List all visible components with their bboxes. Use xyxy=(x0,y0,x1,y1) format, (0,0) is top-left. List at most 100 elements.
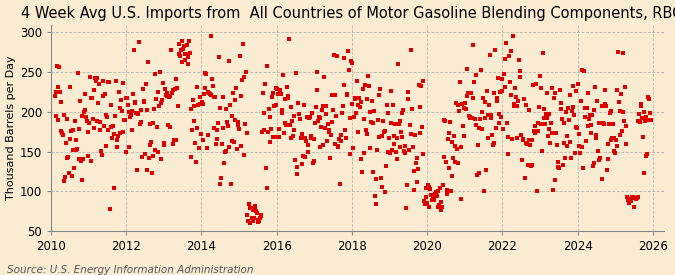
Point xyxy=(525,164,536,168)
Point xyxy=(546,130,557,135)
Point xyxy=(54,65,65,69)
Point xyxy=(463,91,474,96)
Point xyxy=(398,148,409,153)
Point xyxy=(246,205,256,210)
Point xyxy=(357,170,368,175)
Point xyxy=(605,111,616,115)
Point xyxy=(636,104,647,109)
Point xyxy=(329,53,340,57)
Point xyxy=(626,199,637,203)
Point xyxy=(227,138,238,143)
Point xyxy=(379,130,389,134)
Point xyxy=(609,136,620,141)
Point xyxy=(288,133,298,138)
Point xyxy=(429,198,439,202)
Point xyxy=(313,119,323,123)
Point xyxy=(301,139,312,143)
Point xyxy=(56,100,67,104)
Point xyxy=(643,95,653,100)
Point xyxy=(506,93,517,98)
Point xyxy=(180,52,191,57)
Point xyxy=(344,116,355,120)
Text: Source: U.S. Energy Information Administration: Source: U.S. Energy Information Administ… xyxy=(7,265,253,275)
Point xyxy=(398,108,408,112)
Point xyxy=(391,136,402,141)
Point xyxy=(532,121,543,126)
Point xyxy=(549,95,560,100)
Point xyxy=(277,108,288,112)
Point xyxy=(159,143,170,147)
Point xyxy=(643,118,654,123)
Point xyxy=(207,77,217,81)
Point xyxy=(329,142,340,146)
Point xyxy=(486,112,497,117)
Point xyxy=(418,199,429,204)
Point xyxy=(464,114,475,118)
Point xyxy=(300,155,311,160)
Point xyxy=(373,117,383,122)
Point xyxy=(205,34,216,39)
Point xyxy=(371,202,382,206)
Point xyxy=(389,122,400,126)
Point xyxy=(528,82,539,87)
Point xyxy=(495,90,506,94)
Point xyxy=(127,109,138,113)
Point xyxy=(543,112,554,116)
Point xyxy=(315,145,325,149)
Point xyxy=(516,158,527,162)
Point xyxy=(551,131,562,135)
Point xyxy=(396,130,406,134)
Point xyxy=(238,75,249,79)
Point xyxy=(286,136,297,141)
Point xyxy=(367,99,377,103)
Point xyxy=(162,91,173,96)
Point xyxy=(500,57,510,61)
Point xyxy=(450,160,460,164)
Point xyxy=(368,120,379,125)
Point xyxy=(552,165,563,169)
Point xyxy=(88,126,99,130)
Point xyxy=(201,72,212,76)
Point xyxy=(405,131,416,136)
Point xyxy=(404,123,415,128)
Point xyxy=(133,111,144,115)
Point xyxy=(466,90,477,95)
Point xyxy=(623,197,634,201)
Point xyxy=(295,117,306,121)
Point xyxy=(138,99,149,104)
Point xyxy=(403,90,414,94)
Point xyxy=(118,130,129,134)
Point xyxy=(338,56,349,60)
Point xyxy=(316,125,327,129)
Point xyxy=(538,107,549,111)
Point xyxy=(392,156,403,161)
Point xyxy=(194,102,205,106)
Point xyxy=(339,83,350,87)
Point xyxy=(531,82,541,87)
Point xyxy=(281,123,292,127)
Point xyxy=(81,115,92,119)
Point xyxy=(175,54,186,59)
Point xyxy=(124,110,134,114)
Point xyxy=(136,119,146,124)
Point xyxy=(273,135,284,140)
Point xyxy=(454,80,465,85)
Point xyxy=(356,156,367,161)
Point xyxy=(382,111,393,116)
Point xyxy=(428,195,439,199)
Point xyxy=(425,193,436,197)
Point xyxy=(153,150,164,154)
Point xyxy=(225,182,236,187)
Point xyxy=(240,122,250,126)
Point xyxy=(396,135,407,139)
Point xyxy=(474,126,485,131)
Point xyxy=(317,107,327,112)
Point xyxy=(578,68,589,73)
Point xyxy=(95,120,106,124)
Point xyxy=(645,111,655,116)
Point xyxy=(559,121,570,125)
Point xyxy=(550,178,561,182)
Point xyxy=(151,97,161,101)
Point xyxy=(605,138,616,142)
Point xyxy=(242,213,252,218)
